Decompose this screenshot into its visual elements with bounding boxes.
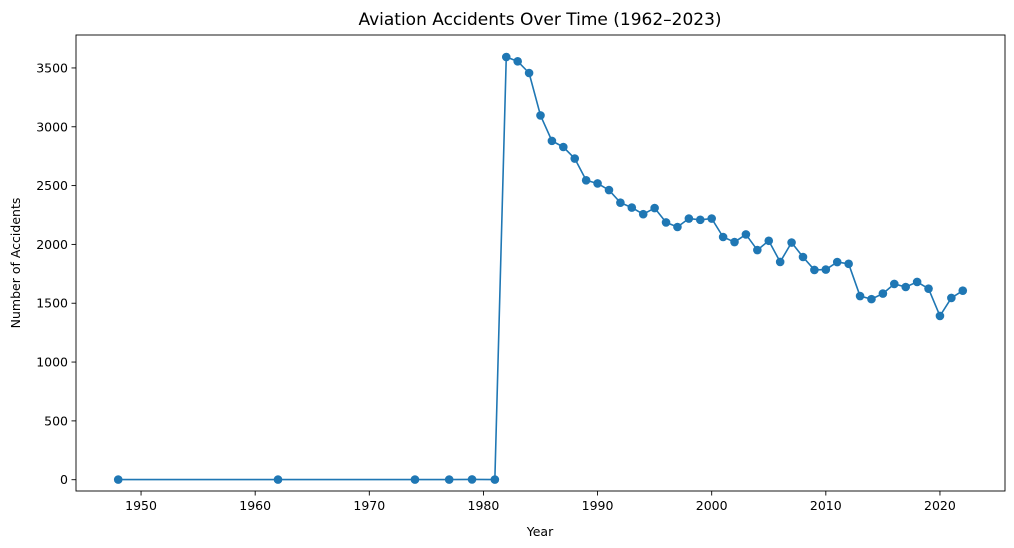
y-axis: 0 500 1000 1500 2000 2500 3000 3500 bbox=[36, 60, 76, 487]
y-tick-label: 1000 bbox=[36, 355, 68, 370]
data-point bbox=[855, 291, 865, 301]
data-point bbox=[764, 236, 774, 246]
y-tick-label: 3000 bbox=[36, 119, 68, 134]
data-point bbox=[821, 265, 831, 274]
data-point bbox=[547, 136, 557, 146]
data-point bbox=[593, 179, 602, 188]
x-tick-label: 1950 bbox=[125, 498, 157, 513]
data-point bbox=[958, 286, 968, 295]
y-tick-label: 0 bbox=[60, 472, 68, 487]
data-point bbox=[444, 475, 454, 484]
data-point bbox=[113, 475, 123, 484]
y-axis-title: Number of Accidents bbox=[8, 198, 23, 329]
data-point bbox=[650, 203, 659, 213]
data-point bbox=[867, 294, 876, 304]
x-tick-label: 1980 bbox=[468, 498, 500, 513]
x-axis: 1950 1960 1970 1980 1990 2000 2010 2020 bbox=[125, 491, 956, 513]
data-point bbox=[832, 257, 842, 267]
chart-title: Aviation Accidents Over Time (1962–2023) bbox=[358, 10, 721, 30]
x-tick-label: 1960 bbox=[239, 498, 271, 513]
data-point bbox=[616, 198, 625, 207]
y-tick-label: 3500 bbox=[36, 60, 68, 75]
x-tick-label: 1990 bbox=[582, 498, 614, 513]
data-point bbox=[638, 209, 648, 219]
data-point bbox=[536, 111, 545, 120]
x-axis-title: Year bbox=[526, 524, 554, 539]
data-point bbox=[730, 237, 739, 247]
plot-frame bbox=[75, 34, 1006, 492]
data-point bbox=[810, 265, 819, 275]
data-point bbox=[410, 475, 420, 484]
data-point bbox=[718, 232, 728, 242]
data-point bbox=[798, 252, 808, 262]
data-point bbox=[661, 218, 671, 227]
data-point bbox=[490, 475, 500, 484]
series-layer bbox=[113, 52, 968, 484]
x-tick-label: 1970 bbox=[353, 498, 385, 513]
data-point bbox=[787, 238, 796, 247]
data-point bbox=[684, 214, 694, 223]
x-tick-label: 2010 bbox=[810, 498, 842, 513]
data-point bbox=[513, 57, 522, 66]
data-point bbox=[604, 185, 614, 195]
data-point bbox=[844, 259, 853, 269]
data-point bbox=[673, 222, 682, 232]
data-point bbox=[935, 311, 945, 321]
data-point bbox=[559, 142, 568, 152]
data-point bbox=[775, 257, 785, 267]
y-tick-label: 1500 bbox=[36, 296, 68, 311]
data-point bbox=[524, 68, 534, 78]
data-point bbox=[878, 289, 888, 298]
data-point bbox=[501, 52, 511, 62]
data-point bbox=[695, 215, 705, 225]
data-point bbox=[741, 230, 751, 239]
data-point bbox=[889, 279, 899, 289]
data-point bbox=[581, 175, 591, 185]
x-tick-label: 2020 bbox=[924, 498, 956, 513]
data-point bbox=[273, 475, 283, 484]
data-point bbox=[753, 245, 762, 255]
y-tick-label: 2500 bbox=[36, 178, 68, 193]
x-tick-label: 2000 bbox=[696, 498, 728, 513]
data-point bbox=[924, 284, 933, 293]
series-line bbox=[118, 56, 964, 481]
data-point bbox=[901, 282, 911, 292]
data-point bbox=[947, 293, 956, 303]
data-point bbox=[707, 214, 716, 223]
data-point bbox=[912, 277, 922, 287]
data-point bbox=[570, 154, 580, 163]
y-tick-label: 500 bbox=[44, 413, 68, 428]
y-tick-label: 2000 bbox=[36, 237, 68, 252]
data-point bbox=[627, 203, 637, 212]
data-point bbox=[467, 475, 477, 484]
